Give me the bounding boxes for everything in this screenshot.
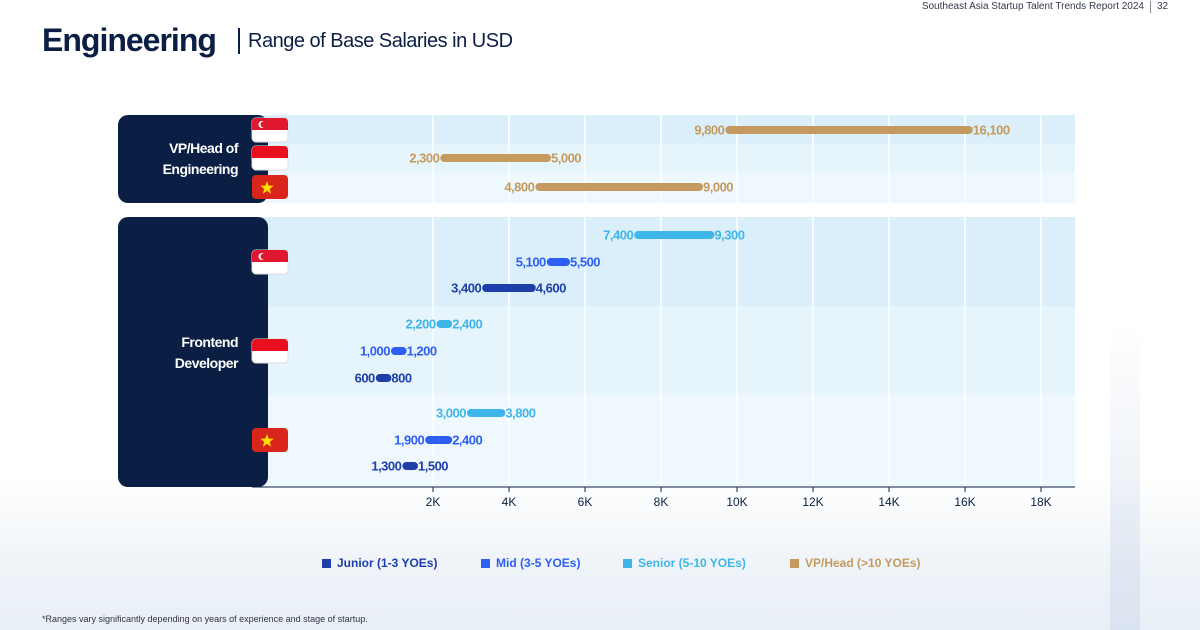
legend-label: Mid (3-5 YOEs) bbox=[496, 556, 581, 570]
legend-label: Junior (1-3 YOEs) bbox=[337, 556, 438, 570]
page-number: 32 bbox=[1150, 1, 1168, 13]
legend-label: Senior (5-10 YOEs) bbox=[638, 556, 746, 570]
legend-swatch bbox=[481, 558, 490, 568]
max-label: 2,400 bbox=[452, 317, 482, 332]
min-label: 1,000 bbox=[360, 344, 390, 359]
max-label: 1,500 bbox=[418, 459, 448, 474]
role-label: Developer bbox=[175, 355, 239, 371]
legend-label: VP/Head (>10 YOEs) bbox=[805, 556, 921, 570]
role-label: Engineering bbox=[163, 161, 238, 177]
vietnam-flag-icon bbox=[252, 428, 288, 452]
row-band bbox=[252, 144, 1075, 173]
max-label: 4,600 bbox=[536, 281, 566, 296]
x-tick-label: 4K bbox=[502, 495, 517, 509]
min-label: 2,200 bbox=[406, 317, 436, 332]
page-title: Engineering bbox=[42, 22, 217, 58]
max-label: 800 bbox=[391, 371, 411, 386]
min-label: 9,800 bbox=[694, 123, 724, 138]
vietnam-flag-icon bbox=[252, 175, 288, 199]
max-label: 5,500 bbox=[570, 255, 600, 270]
x-tick-label: 14K bbox=[878, 495, 899, 509]
max-label: 1,200 bbox=[407, 344, 437, 359]
max-label: 2,400 bbox=[452, 433, 482, 448]
min-label: 7,400 bbox=[603, 228, 633, 243]
role-panel bbox=[118, 115, 268, 203]
legend-swatch bbox=[322, 558, 331, 568]
legend-junior: Junior (1-3 YOEs) bbox=[322, 556, 437, 570]
indonesia-flag-icon bbox=[251, 338, 289, 364]
min-label: 3,400 bbox=[451, 281, 481, 296]
legend-vp: VP/Head (>10 YOEs) bbox=[790, 556, 921, 570]
footnote: *Ranges vary significantly depending on … bbox=[42, 614, 368, 624]
max-label: 16,100 bbox=[973, 123, 1010, 138]
x-tick-label: 6K bbox=[578, 495, 593, 509]
min-label: 600 bbox=[355, 371, 375, 386]
max-label: 5,000 bbox=[551, 151, 581, 166]
x-tick-label: 10K bbox=[726, 495, 747, 509]
x-tick-label: 12K bbox=[802, 495, 823, 509]
min-label: 1,300 bbox=[371, 459, 401, 474]
indonesia-flag-icon bbox=[251, 145, 289, 171]
row-band bbox=[252, 395, 1075, 487]
legend-swatch bbox=[623, 558, 632, 568]
singapore-flag-icon bbox=[251, 249, 289, 275]
min-label: 1,900 bbox=[394, 433, 424, 448]
report-name: Southeast Asia Startup Talent Trends Rep… bbox=[921, 1, 1144, 12]
min-label: 4,800 bbox=[504, 180, 534, 195]
legend-senior: Senior (5-10 YOEs) bbox=[623, 556, 746, 570]
x-tick-label: 8K bbox=[654, 495, 669, 509]
legend-mid: Mid (3-5 YOEs) bbox=[481, 556, 580, 570]
role-panel bbox=[118, 217, 268, 487]
background-tower bbox=[1110, 320, 1140, 630]
max-label: 3,800 bbox=[505, 406, 535, 421]
x-tick-label: 16K bbox=[954, 495, 975, 509]
max-label: 9,000 bbox=[703, 180, 733, 195]
singapore-flag-icon bbox=[251, 117, 289, 143]
role-label: VP/Head of bbox=[169, 140, 239, 156]
legend-swatch bbox=[790, 558, 799, 568]
row-band bbox=[252, 217, 1075, 306]
min-label: 3,000 bbox=[436, 406, 466, 421]
min-label: 2,300 bbox=[409, 151, 439, 166]
role-label: Frontend bbox=[181, 334, 238, 350]
background-skyline bbox=[0, 480, 1200, 630]
page-subtitle: Range of Base Salaries in USD bbox=[238, 28, 513, 54]
max-label: 9,300 bbox=[714, 228, 744, 243]
x-tick-label: 2K bbox=[426, 495, 441, 509]
x-tick-label: 18K bbox=[1030, 495, 1051, 509]
min-label: 5,100 bbox=[516, 255, 546, 270]
